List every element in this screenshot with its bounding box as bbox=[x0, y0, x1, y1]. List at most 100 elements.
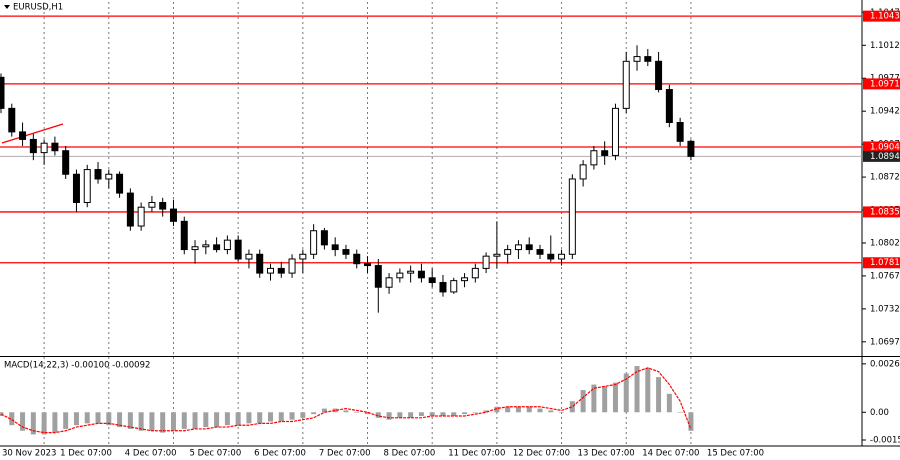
candle-body bbox=[601, 150, 609, 156]
macd-bar bbox=[375, 412, 381, 418]
candle-body bbox=[159, 202, 167, 210]
candle-body bbox=[310, 230, 318, 255]
chart-title: EURUSD,H1 bbox=[13, 3, 63, 13]
macd-bar bbox=[73, 412, 79, 426]
macd-bar bbox=[494, 406, 500, 413]
candle-body bbox=[644, 56, 652, 62]
candle-body bbox=[514, 244, 522, 251]
trend-line bbox=[1, 123, 64, 144]
level-label-box bbox=[863, 257, 900, 269]
level-label-box bbox=[863, 78, 900, 90]
x-tick-label: 14 Dec 07:00 bbox=[642, 449, 699, 459]
macd-bar bbox=[429, 412, 435, 416]
macd-bar bbox=[451, 412, 457, 416]
candle-body bbox=[374, 265, 382, 288]
macd-bar bbox=[408, 412, 414, 418]
macd-bar bbox=[52, 412, 58, 433]
level-label-box bbox=[863, 10, 900, 22]
macd-bar bbox=[214, 412, 220, 428]
macd-bar bbox=[537, 408, 543, 413]
macd-bar bbox=[397, 412, 403, 418]
macd-bar bbox=[472, 412, 478, 413]
macd-bar bbox=[559, 412, 565, 413]
macd-bar bbox=[354, 412, 360, 413]
candle-body bbox=[288, 258, 296, 274]
macd-bar bbox=[117, 412, 123, 428]
macd-bar bbox=[192, 412, 198, 429]
candle-body bbox=[29, 138, 37, 154]
y-tick-label: 1.0697 bbox=[870, 337, 900, 347]
candle-body bbox=[687, 140, 695, 157]
candle-body bbox=[655, 60, 663, 91]
y-tick-label: 0.00262 bbox=[870, 359, 900, 369]
candle-body bbox=[19, 131, 27, 140]
candle-body bbox=[148, 202, 156, 208]
macd-bar bbox=[365, 412, 371, 415]
macd-bar bbox=[602, 386, 608, 413]
macd-bar bbox=[20, 412, 26, 431]
macd-bar bbox=[515, 406, 521, 413]
macd-bar bbox=[278, 412, 284, 422]
x-tick-label: 15 Dec 07:00 bbox=[707, 449, 764, 459]
macd-bar bbox=[343, 410, 349, 413]
candle-body bbox=[83, 169, 91, 204]
candle-body bbox=[169, 208, 177, 222]
y-tick-label: 1.1012 bbox=[870, 41, 900, 51]
candle-body bbox=[126, 192, 134, 227]
macd-bar bbox=[95, 412, 101, 424]
candle-body bbox=[223, 239, 231, 251]
level-label: 1.0971 bbox=[870, 79, 900, 89]
x-tick-label: 4 Dec 07:00 bbox=[125, 449, 177, 459]
candle-body bbox=[72, 173, 80, 204]
y-tick-label: 1.0872 bbox=[870, 173, 900, 183]
macd-bar bbox=[656, 377, 662, 413]
macd-bar bbox=[224, 412, 230, 426]
candle-body bbox=[116, 173, 124, 194]
macd-bar bbox=[321, 408, 327, 413]
candle-body bbox=[256, 253, 264, 274]
level-label-box bbox=[863, 141, 900, 153]
candle-body bbox=[558, 253, 566, 260]
x-tick-label: 5 Dec 07:00 bbox=[189, 449, 241, 459]
candle-body bbox=[493, 253, 501, 257]
candle-body bbox=[213, 244, 221, 251]
candle-body bbox=[665, 89, 673, 123]
macd-bar bbox=[149, 412, 155, 431]
candle-body bbox=[94, 169, 102, 180]
macd-bar bbox=[483, 410, 489, 413]
macd-bar bbox=[170, 412, 176, 431]
macd-bar bbox=[440, 412, 446, 416]
candle-body bbox=[342, 249, 350, 255]
signal-line bbox=[0, 367, 692, 434]
macd-bar bbox=[9, 412, 15, 426]
candle-body bbox=[428, 277, 436, 284]
level-label-box bbox=[863, 206, 900, 218]
macd-bar bbox=[300, 412, 306, 418]
y-tick-label: 0.00 bbox=[870, 408, 889, 418]
macd-bar bbox=[30, 412, 36, 435]
level-label: 1.0835 bbox=[870, 207, 900, 217]
candle-body bbox=[8, 107, 16, 133]
macd-bar bbox=[84, 412, 90, 424]
macd-bar bbox=[645, 367, 651, 413]
candle-body bbox=[579, 164, 587, 180]
y-tick-label: -0.0015 bbox=[870, 436, 900, 446]
macd-bar bbox=[235, 412, 241, 426]
y-tick-label: 1.0767 bbox=[870, 271, 900, 281]
candle-body bbox=[590, 150, 598, 166]
candle-body bbox=[267, 267, 274, 274]
macd-bar bbox=[63, 412, 69, 429]
x-tick-label: 6 Dec 07:00 bbox=[254, 449, 306, 459]
candle-body bbox=[62, 150, 70, 175]
candle-body bbox=[417, 270, 425, 279]
candle-body bbox=[277, 267, 285, 274]
candle-body bbox=[504, 249, 512, 255]
candle-body bbox=[137, 206, 145, 227]
macd-bar bbox=[688, 412, 694, 431]
macd-bar bbox=[138, 412, 144, 431]
x-tick-label: 12 Dec 07:00 bbox=[513, 449, 570, 459]
candle-body bbox=[525, 244, 533, 251]
candle-body bbox=[450, 280, 458, 293]
macd-bar bbox=[418, 412, 424, 416]
